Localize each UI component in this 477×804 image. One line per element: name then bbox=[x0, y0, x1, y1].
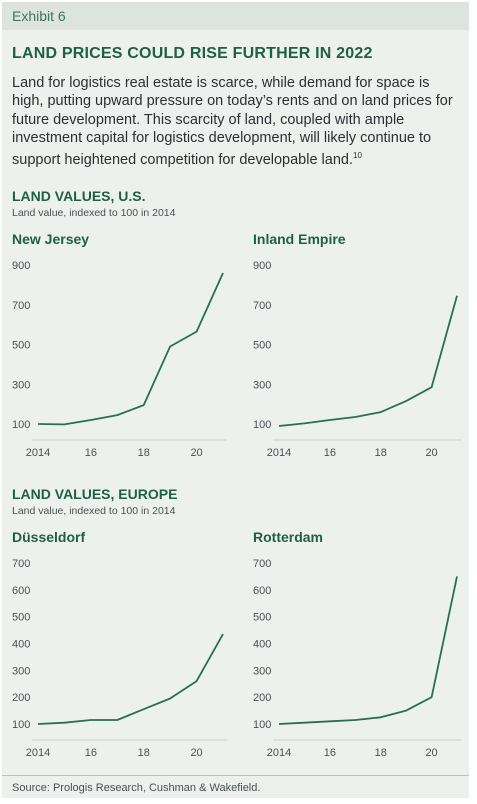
y-tick-label: 100 bbox=[253, 419, 271, 431]
x-tick-label: 2014 bbox=[26, 747, 50, 759]
x-tick-label: 16 bbox=[324, 747, 336, 759]
section-subtitle-us: Land value, indexed to 100 in 2014 bbox=[12, 207, 176, 219]
body-text: Land for logistics real estate is scarce… bbox=[12, 75, 453, 169]
x-tick-label: 2014 bbox=[267, 447, 291, 459]
y-tick-label: 300 bbox=[12, 379, 30, 391]
series-line bbox=[37, 272, 224, 426]
chart-title-dusseldorf: Düsseldorf bbox=[12, 529, 86, 545]
section-title-us: LAND VALUES, U.S. bbox=[12, 188, 146, 204]
y-tick-label: 400 bbox=[253, 639, 271, 651]
section-title-europe: LAND VALUES, EUROPE bbox=[12, 486, 178, 502]
y-tick-label: 600 bbox=[12, 585, 30, 597]
x-tick-label: 16 bbox=[85, 447, 97, 459]
x-tick-label: 2014 bbox=[267, 747, 291, 759]
y-tick-label: 100 bbox=[253, 719, 271, 731]
source-note: Source: Prologis Research, Cushman & Wak… bbox=[12, 782, 261, 794]
x-tick-label: 18 bbox=[375, 747, 387, 759]
chart-title-rotterdam: Rotterdam bbox=[253, 529, 324, 545]
y-tick-label: 200 bbox=[253, 692, 271, 704]
series-line bbox=[278, 576, 458, 725]
chart-inland-empire: 100 300 500 700 900 2014 16 18 20 bbox=[253, 260, 461, 459]
y-tick-label: 900 bbox=[253, 260, 271, 272]
y-tick-label: 900 bbox=[12, 260, 30, 272]
x-tick-label: 16 bbox=[85, 747, 97, 759]
y-tick-label: 700 bbox=[12, 300, 30, 312]
chart-title-new-jersey: New Jersey bbox=[12, 231, 90, 247]
y-tick-label: 700 bbox=[253, 300, 271, 312]
y-tick-label: 700 bbox=[12, 558, 30, 570]
chart-dusseldorf: 100 200 300 400 500 600 700 2014 16 18 20 bbox=[12, 558, 227, 759]
exhibit-header-bar: Exhibit 6 bbox=[2, 2, 469, 30]
exhibit-headline: LAND PRICES COULD RISE FURTHER IN 2022 bbox=[12, 45, 373, 62]
y-tick-label: 300 bbox=[253, 379, 271, 391]
y-tick-label: 400 bbox=[12, 639, 30, 651]
y-tick-label: 100 bbox=[12, 419, 30, 431]
chart-new-jersey: 100 300 500 700 900 2014 16 18 20 bbox=[12, 260, 227, 459]
section-subtitle-europe: Land value, indexed to 100 in 2014 bbox=[12, 505, 176, 517]
x-tick-label: 18 bbox=[138, 447, 150, 459]
exhibit-panel: Exhibit 6 LAND PRICES COULD RISE FURTHER… bbox=[2, 2, 469, 798]
x-tick-label: 20 bbox=[190, 747, 202, 759]
chart-rotterdam: 100 200 300 400 500 600 700 2014 16 18 20 bbox=[253, 558, 461, 759]
y-tick-label: 500 bbox=[253, 340, 271, 352]
x-tick-label: 2014 bbox=[26, 447, 50, 459]
chart-title-inland-empire: Inland Empire bbox=[253, 231, 346, 247]
x-tick-label: 18 bbox=[138, 747, 150, 759]
x-tick-label: 16 bbox=[324, 447, 336, 459]
y-tick-label: 700 bbox=[253, 558, 271, 570]
y-tick-label: 500 bbox=[12, 340, 30, 352]
x-tick-label: 20 bbox=[425, 747, 437, 759]
y-tick-label: 200 bbox=[12, 692, 30, 704]
series-line bbox=[37, 633, 224, 725]
y-tick-label: 500 bbox=[12, 612, 30, 624]
series-line bbox=[278, 295, 458, 427]
x-tick-label: 20 bbox=[425, 447, 437, 459]
exhibit-label: Exhibit 6 bbox=[12, 8, 66, 24]
y-tick-label: 300 bbox=[253, 665, 271, 677]
y-tick-label: 100 bbox=[12, 719, 30, 731]
x-tick-label: 18 bbox=[375, 447, 387, 459]
source-divider bbox=[2, 775, 469, 776]
exhibit-body: Land for logistics real estate is scarce… bbox=[12, 74, 464, 169]
body-footnote-ref: 10 bbox=[353, 151, 362, 161]
y-tick-label: 500 bbox=[253, 612, 271, 624]
y-tick-label: 300 bbox=[12, 665, 30, 677]
x-tick-label: 20 bbox=[190, 447, 202, 459]
y-tick-label: 600 bbox=[253, 585, 271, 597]
